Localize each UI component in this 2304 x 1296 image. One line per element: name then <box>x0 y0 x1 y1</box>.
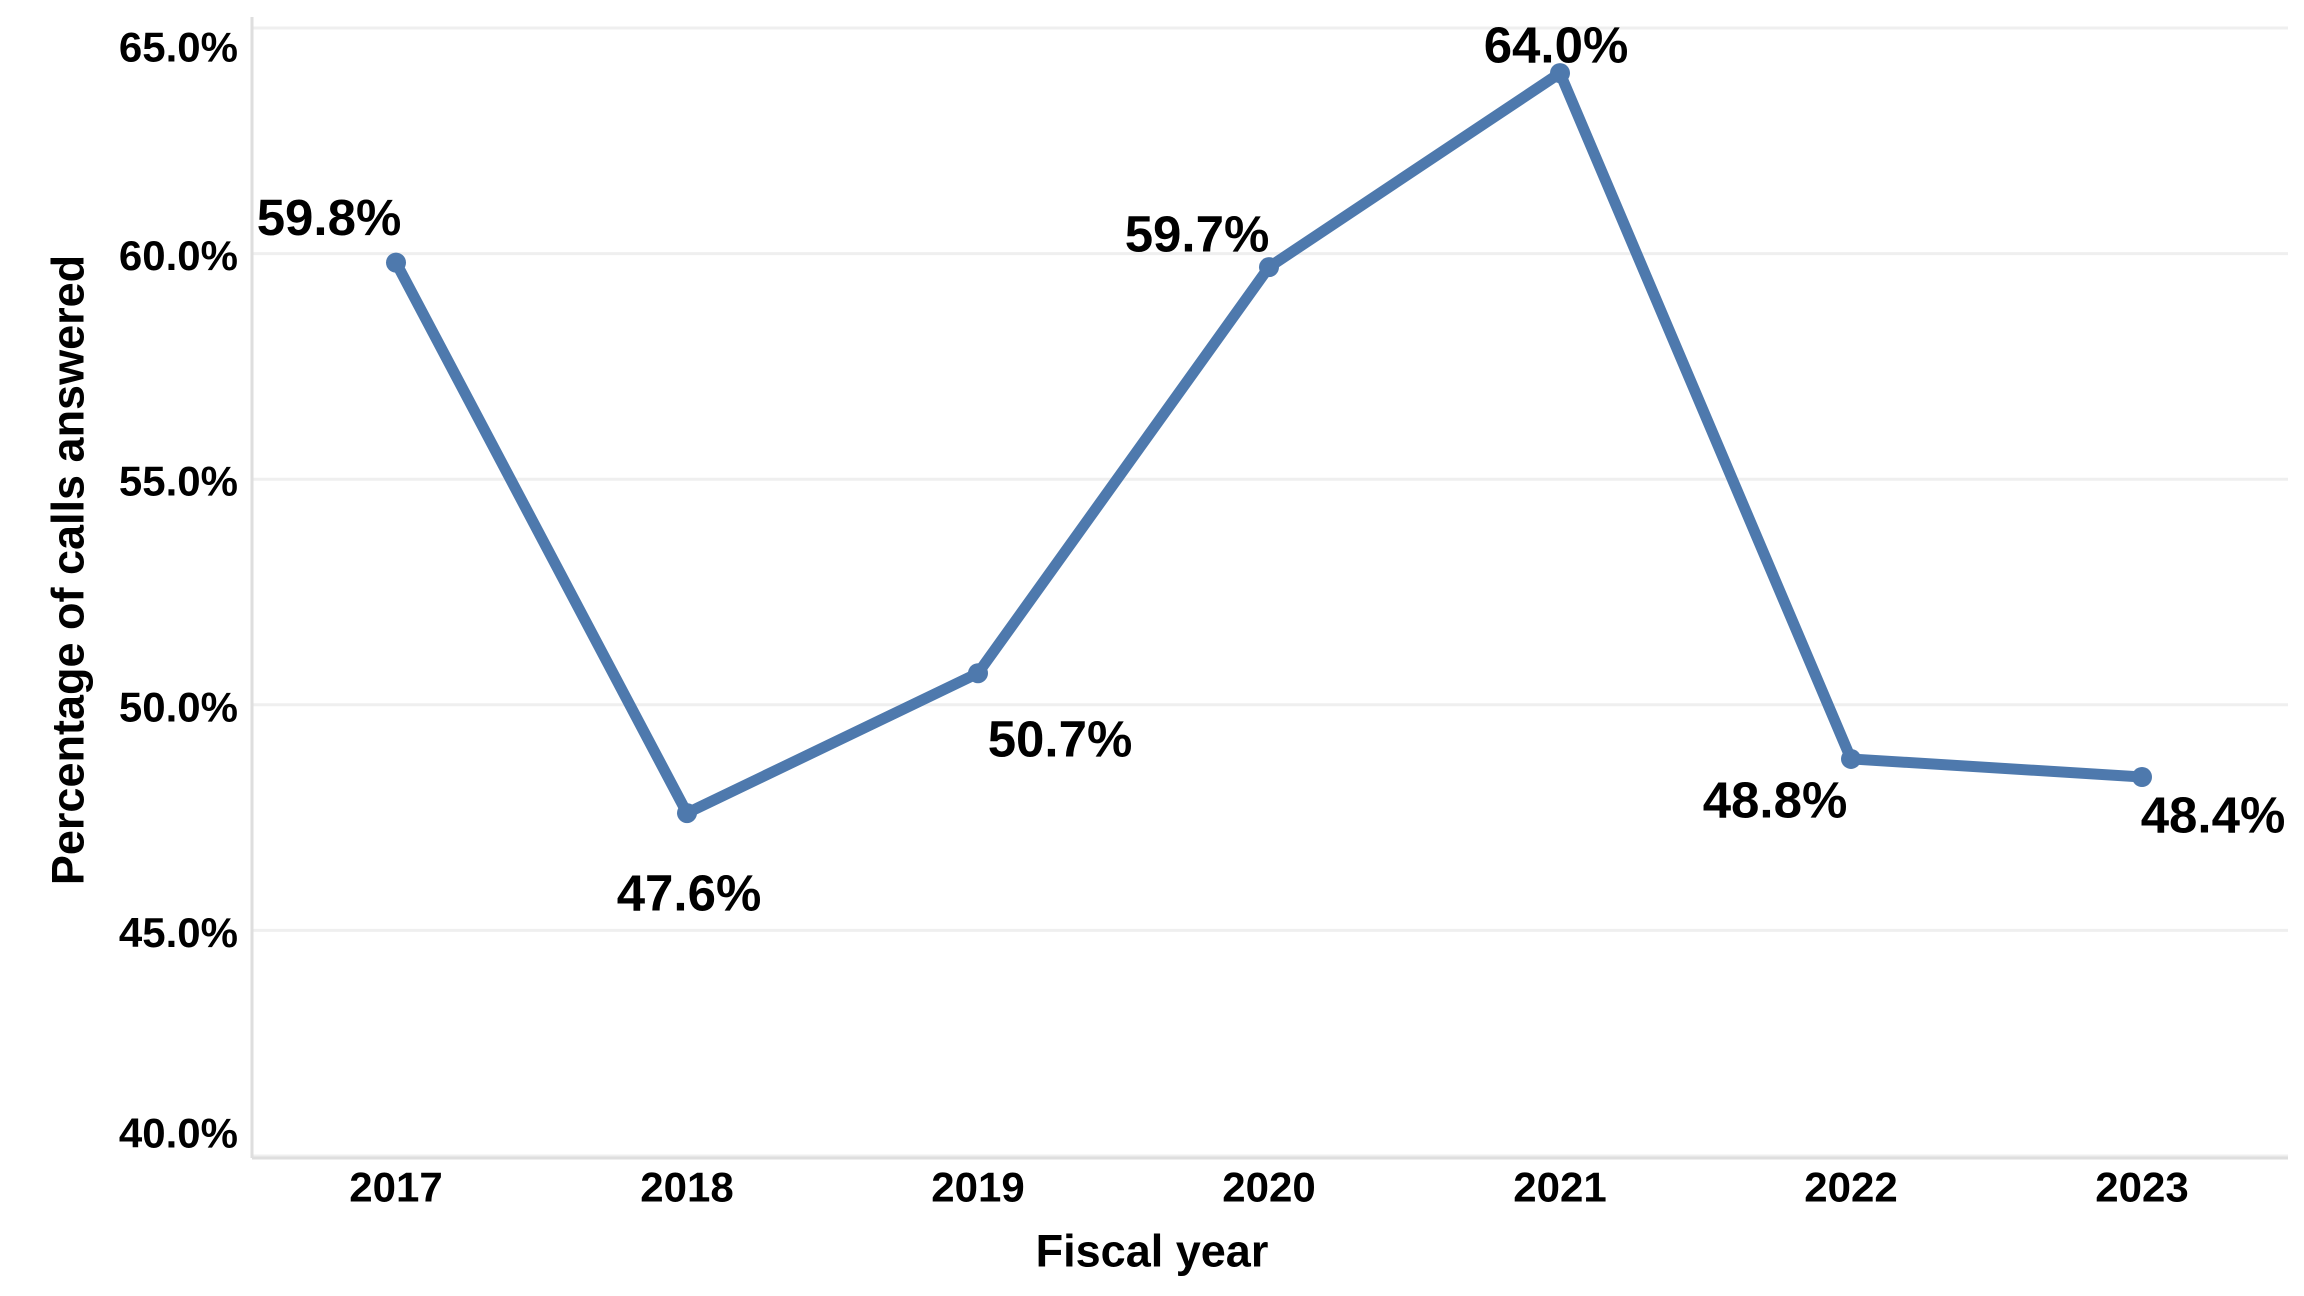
data-point-marker <box>968 663 988 684</box>
data-point-label: 64.0% <box>1484 17 1629 74</box>
x-axis-title: Fiscal year <box>1036 1226 1269 1277</box>
y-tick-label: 45.0% <box>119 909 238 956</box>
y-tick-label: 40.0% <box>119 1110 238 1157</box>
data-point-marker <box>2132 766 2152 787</box>
x-tick-label: 2021 <box>1513 1164 1606 1211</box>
panel-border-group <box>250 17 2288 1160</box>
data-point-label: 59.7% <box>1125 206 1270 263</box>
markers-group <box>386 63 2152 824</box>
data-point-label: 59.8% <box>257 189 402 246</box>
gridlines-group <box>252 26 2288 1158</box>
x-tick-label: 2020 <box>1222 1164 1315 1211</box>
data-labels-group: 59.8% 47.6% 50.7% 59.7% 64.0% 48.8% 48.4% <box>257 17 2286 922</box>
x-tick-label: 2018 <box>640 1164 733 1211</box>
data-point-marker <box>1259 257 1279 278</box>
x-tick-label: 2017 <box>349 1164 442 1211</box>
y-tick-label: 50.0% <box>119 683 238 730</box>
data-point-marker <box>386 252 406 273</box>
y-tick-label: 65.0% <box>119 24 238 71</box>
y-axis-title: Percentage of calls answered <box>43 255 94 885</box>
data-point-marker <box>1550 63 1570 84</box>
trend-line <box>390 67 2148 819</box>
y-tick-label: 55.0% <box>119 458 238 505</box>
x-tick-labels-group: 2017 2018 2019 2020 2021 2022 2023 <box>349 1164 2188 1211</box>
x-tick-label: 2023 <box>2095 1164 2188 1211</box>
data-point-marker <box>1841 748 1861 769</box>
data-point-label: 48.8% <box>1703 771 1848 828</box>
series-group <box>390 67 2148 819</box>
x-tick-label: 2019 <box>931 1164 1024 1211</box>
data-point-marker <box>677 803 697 824</box>
y-tick-label: 60.0% <box>119 232 238 279</box>
data-point-label: 47.6% <box>617 865 762 922</box>
data-point-label: 48.4% <box>2141 786 2286 843</box>
data-point-label: 50.7% <box>988 711 1133 768</box>
x-tick-label: 2022 <box>1804 1164 1897 1211</box>
y-tick-labels-group: 40.0% 45.0% 50.0% 55.0% 60.0% 65.0% <box>119 24 238 1157</box>
